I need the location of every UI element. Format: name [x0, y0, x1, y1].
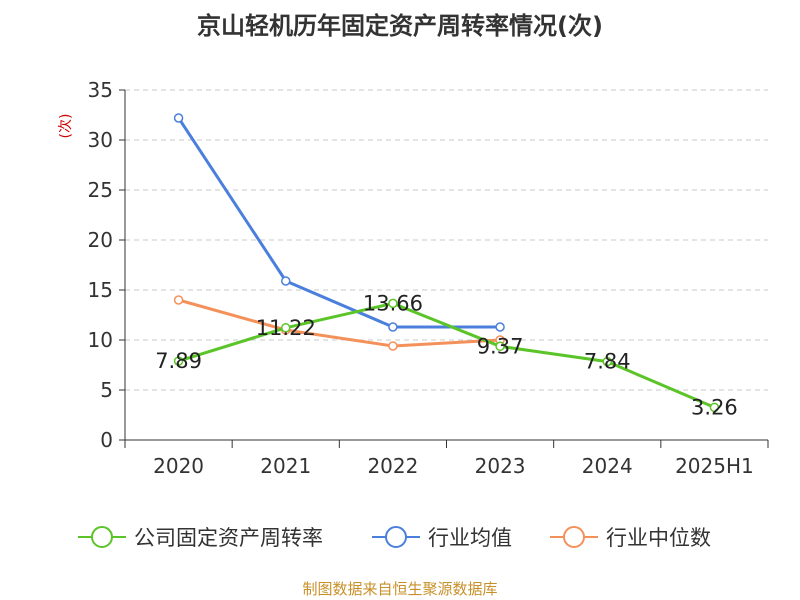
data-point — [173, 356, 184, 366]
data-label: 7.84 — [584, 350, 631, 374]
data-label: 11.22 — [256, 316, 316, 340]
x-tick-label: 2020 — [153, 454, 204, 478]
legend: 公司固定资产周转率 行业均值 行业中位数 — [78, 526, 711, 550]
legend-label: 行业中位数 — [606, 526, 711, 550]
source-note: 制图数据来自恒生聚源数据库 — [302, 580, 497, 598]
data-point — [495, 341, 505, 352]
legend-marker — [563, 526, 585, 548]
x-tick-label: 2023 — [475, 454, 526, 478]
y-tick-label: 5 — [100, 378, 113, 402]
data-label: 3.26 — [691, 395, 738, 419]
legend-marker — [91, 526, 113, 548]
data-point — [173, 295, 184, 305]
x-tick-label: 2024 — [582, 454, 633, 478]
data-label: 9.37 — [477, 334, 524, 358]
series-group — [173, 113, 720, 413]
legend-label: 公司固定资产周转率 — [134, 526, 323, 550]
axes: 0 5 10 15 20 25 30 35 2020 2021 2022 2023 2024 2025H1 — [88, 78, 769, 478]
data-point — [709, 402, 720, 413]
data-point — [388, 322, 398, 332]
data-point — [173, 113, 184, 123]
legend-marker — [385, 526, 407, 548]
grid-lines — [125, 89, 768, 391]
y-tick-label: 20 — [88, 228, 113, 252]
x-tick-label: 2025H1 — [675, 454, 754, 478]
series-line — [177, 117, 501, 329]
y-axis-label: (次) — [58, 114, 74, 139]
data-point — [281, 323, 291, 333]
data-label: 13.66 — [363, 291, 423, 315]
data-point — [495, 322, 505, 332]
chart-title: 京山轻机历年固定资产周转率情况(次) — [197, 12, 603, 40]
series-line — [178, 298, 501, 348]
data-point — [388, 298, 398, 309]
legend-label: 行业均值 — [428, 526, 512, 550]
x-tick-label: 2021 — [260, 454, 311, 478]
y-tick-label: 35 — [88, 78, 113, 102]
data-point — [281, 276, 291, 286]
y-tick-label: 30 — [88, 128, 113, 152]
y-tick-label: 15 — [88, 278, 113, 302]
data-label: 7.89 — [155, 349, 202, 373]
data-point — [388, 341, 398, 351]
y-tick-label: 10 — [88, 328, 113, 352]
data-point — [602, 356, 612, 367]
x-tick-label: 2022 — [367, 454, 418, 478]
data-labels: 7.89 11.22 13.66 9.37 7.84 3.26 — [155, 291, 738, 419]
y-tick-label: 25 — [88, 178, 113, 202]
y-tick-label: 0 — [100, 428, 113, 452]
series-line — [178, 301, 715, 409]
